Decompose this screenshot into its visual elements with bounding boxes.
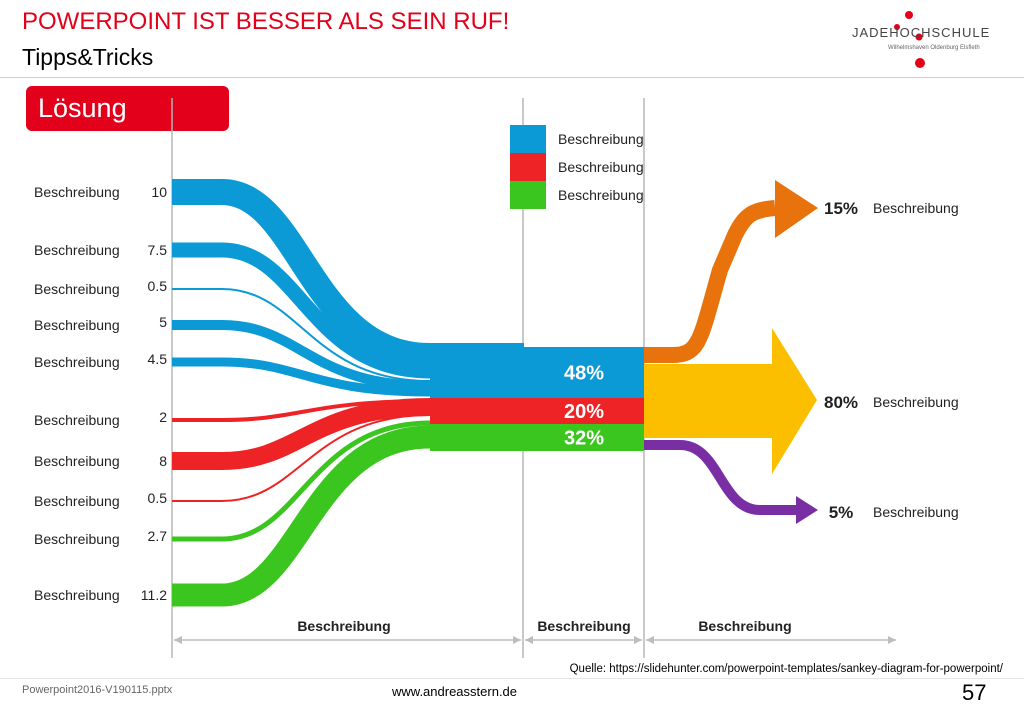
source-note: Quelle: https://slidehunter.com/powerpoi… bbox=[570, 663, 1004, 675]
stage-label: Beschreibung bbox=[698, 618, 791, 634]
stage-axis-1-left-head bbox=[174, 636, 182, 644]
output-label: Beschreibung bbox=[873, 394, 959, 410]
source-value: 8 bbox=[159, 453, 167, 469]
output-percent: 5% bbox=[829, 503, 854, 522]
stage-axis-2-right-head bbox=[634, 636, 642, 644]
output-flow-purple bbox=[644, 440, 800, 515]
logo-dot-icon bbox=[915, 33, 923, 41]
source-label: Beschreibung bbox=[34, 531, 120, 547]
stage-axis-3-right-head bbox=[888, 636, 896, 644]
source-value: 5 bbox=[159, 314, 167, 330]
output-label: Beschreibung bbox=[873, 200, 959, 216]
jade-hochschule-logo: JADEHOCHSCHULE Wilhelmshaven Oldenburg E… bbox=[852, 11, 990, 68]
source-flow-4 bbox=[172, 357, 524, 397]
output-arrowhead-purple bbox=[796, 496, 818, 524]
source-value: 0.5 bbox=[148, 490, 168, 506]
logo-dot-icon bbox=[905, 11, 913, 19]
footer-divider bbox=[0, 678, 1024, 679]
source-label: Beschreibung bbox=[34, 453, 120, 469]
output-flow-orange bbox=[644, 200, 776, 363]
source-label: Beschreibung bbox=[34, 354, 120, 370]
middle-bar-red bbox=[430, 398, 644, 424]
source-flow-8 bbox=[172, 420, 524, 542]
legend-label: Beschreibung bbox=[558, 131, 644, 147]
source-label: Beschreibung bbox=[34, 493, 120, 509]
source-label: Beschreibung bbox=[34, 317, 120, 333]
logo-dot-icon bbox=[915, 58, 925, 68]
source-value: 2.7 bbox=[148, 528, 168, 544]
legend-label: Beschreibung bbox=[558, 187, 644, 203]
logo-text: JADEHOCHSCHULE bbox=[852, 25, 990, 40]
logo-dot-icon bbox=[894, 24, 900, 30]
source-label: Beschreibung bbox=[34, 184, 120, 200]
source-flow-1 bbox=[172, 242, 524, 379]
legend-swatch-green bbox=[510, 181, 546, 209]
middle-bar-green bbox=[430, 424, 644, 451]
footer-filename: Powerpoint2016-V190115.pptx bbox=[22, 684, 173, 696]
source-label: Beschreibung bbox=[34, 242, 120, 258]
header-divider bbox=[0, 77, 1024, 78]
legend-swatch-red bbox=[510, 153, 546, 181]
source-value: 10 bbox=[151, 184, 167, 200]
middle-bar-blue bbox=[430, 347, 644, 398]
slide-subtitle: Tipps&Tricks bbox=[22, 44, 154, 70]
output-arrow-yellow bbox=[644, 328, 817, 474]
source-value: 4.5 bbox=[148, 351, 168, 367]
stage-axis-3-left-head bbox=[646, 636, 654, 644]
source-flow-0 bbox=[172, 179, 524, 369]
legend-swatch-blue bbox=[510, 125, 546, 153]
source-value: 7.5 bbox=[148, 242, 168, 258]
footer-website: www.andreasstern.de bbox=[392, 684, 518, 699]
source-flow-7 bbox=[172, 414, 524, 502]
source-label: Beschreibung bbox=[34, 412, 120, 428]
logo-subtext: Wilhelmshaven Oldenburg Elsfleth bbox=[888, 45, 980, 51]
output-percent: 80% bbox=[824, 393, 858, 412]
source-flow-9 bbox=[172, 425, 524, 607]
source-value: 2 bbox=[159, 409, 167, 425]
source-flow-3 bbox=[172, 320, 524, 391]
middle-bar-percent: 32% bbox=[564, 428, 604, 450]
legend-label: Beschreibung bbox=[558, 159, 644, 175]
stage-axis-1-right-head bbox=[513, 636, 521, 644]
output-arrowhead-orange bbox=[775, 180, 818, 238]
labels-layer: Beschreibung 10 Beschreibung 7.5 Beschreibun… bbox=[34, 125, 1004, 675]
flows-layer bbox=[171, 98, 818, 658]
output-percent: 15% bbox=[824, 199, 858, 218]
output-label: Beschreibung bbox=[873, 504, 959, 520]
source-flow-6 bbox=[172, 398, 524, 470]
source-flow-2 bbox=[172, 288, 524, 382]
stage-label: Beschreibung bbox=[297, 618, 390, 634]
source-label: Beschreibung bbox=[34, 281, 120, 297]
stage-label: Beschreibung bbox=[537, 618, 630, 634]
middle-bar-percent: 20% bbox=[564, 401, 604, 423]
slide-title: POWERPOINT IST BESSER ALS SEIN RUF! bbox=[22, 8, 510, 35]
source-label: Beschreibung bbox=[34, 587, 120, 603]
source-value: 0.5 bbox=[148, 278, 168, 294]
solution-badge: Lösung bbox=[26, 86, 229, 131]
stage-axis-2-left-head bbox=[525, 636, 533, 644]
middle-bar-percent: 48% bbox=[564, 363, 604, 385]
page-number: 57 bbox=[962, 680, 987, 705]
source-value: 11.2 bbox=[141, 587, 167, 603]
